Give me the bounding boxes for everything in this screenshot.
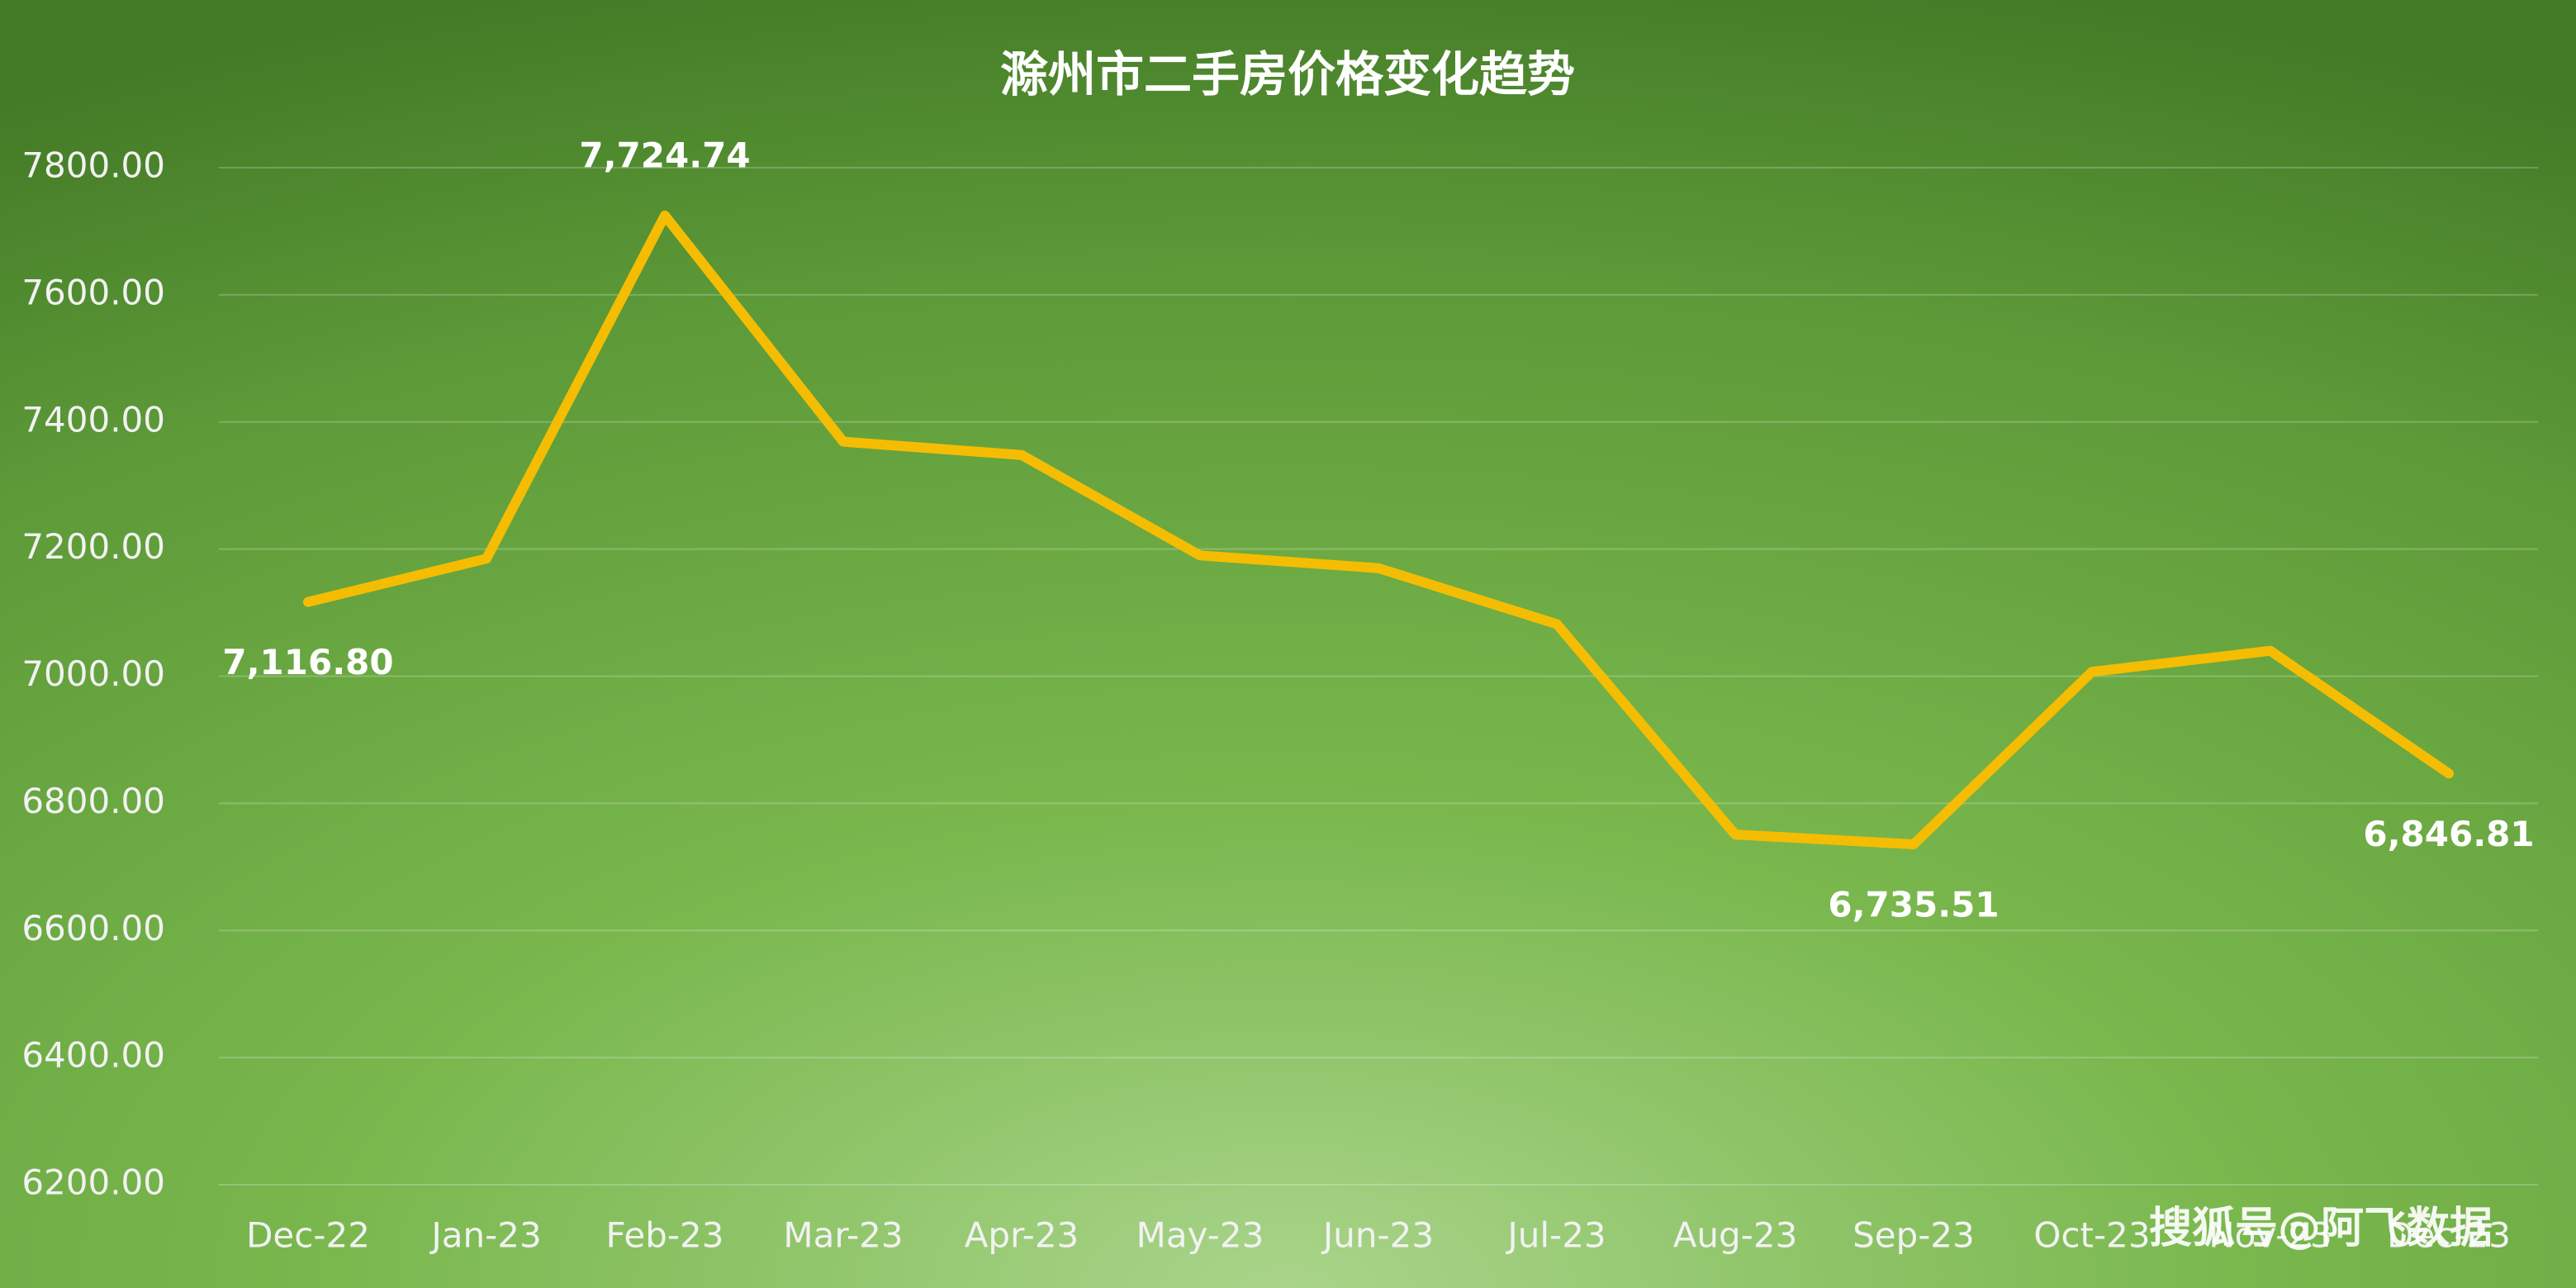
y-tick-label: 7800.00 [21, 145, 165, 186]
x-tick-label: Oct-23 [2033, 1215, 2150, 1256]
data-label: 6,735.51 [1828, 884, 1999, 924]
watermark: 搜狐号@阿飞数据 [2149, 1204, 2493, 1253]
x-tick-label: Apr-23 [965, 1215, 1079, 1256]
x-tick-label: Jul-23 [1505, 1215, 1606, 1256]
x-tick-label: May-23 [1136, 1215, 1264, 1256]
x-tick-label: Nov-23 [2208, 1215, 2332, 1256]
y-tick-label: 6800.00 [21, 781, 165, 821]
y-tick-label: 7600.00 [21, 272, 165, 312]
y-tick-label: 7400.00 [21, 399, 165, 440]
x-tick-label: Jun-23 [1321, 1215, 1434, 1256]
x-tick-label: Feb-23 [606, 1215, 724, 1256]
y-tick-label: 7000.00 [21, 654, 165, 694]
y-tick-label: 6200.00 [21, 1162, 165, 1203]
x-tick-label: Sep-23 [1853, 1215, 1975, 1256]
x-tick-label: Dec-23 [2387, 1215, 2511, 1256]
y-tick-label: 6400.00 [21, 1035, 165, 1076]
data-label: 6,846.81 [2363, 814, 2534, 854]
data-label: 7,724.74 [579, 135, 750, 175]
data-label: 7,116.80 [222, 642, 393, 682]
y-tick-label: 7200.00 [21, 526, 165, 567]
x-tick-label: Aug-23 [1673, 1215, 1798, 1256]
data-line [303, 210, 2454, 849]
x-tick-label: Dec-22 [246, 1215, 370, 1256]
y-tick-label: 6600.00 [21, 908, 165, 948]
x-tick-label: Jan-23 [429, 1215, 541, 1256]
x-tick-label: Mar-23 [783, 1215, 903, 1256]
chart-title: 滁州市二手房价格变化趋势 [1000, 46, 1575, 102]
